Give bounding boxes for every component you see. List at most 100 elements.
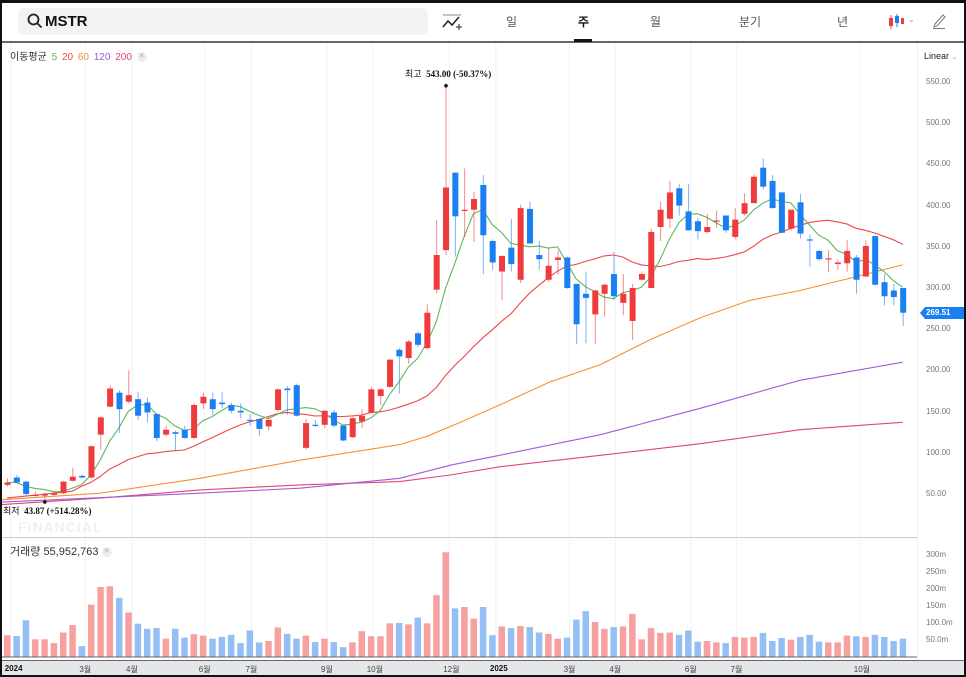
scale-mode-select[interactable]: Linear ⌄: [924, 51, 957, 61]
volume-bar: [722, 643, 729, 657]
volume-bar: [825, 642, 832, 657]
candle-body: [722, 215, 729, 231]
candle-body: [648, 231, 655, 288]
candle-body: [60, 481, 67, 494]
pencil-icon[interactable]: [932, 13, 946, 29]
candle-body: [900, 288, 907, 313]
candle-body: [443, 187, 450, 251]
tab-year[interactable]: 년: [837, 15, 849, 29]
volume-bar: [106, 586, 114, 657]
volume-bar: [853, 636, 860, 657]
price-tick-label: 200.00: [926, 365, 951, 375]
close-icon[interactable]: ✕: [101, 547, 112, 558]
tab-day[interactable]: 일: [506, 15, 518, 29]
volume-bar: [218, 636, 226, 657]
candle-body: [424, 312, 431, 349]
volume-bar: [601, 628, 608, 657]
price-tick-label: 150.00: [926, 406, 951, 416]
price-axis-divider: [917, 43, 918, 660]
price-tick-label: 550.00: [926, 77, 951, 86]
candle-body: [303, 423, 310, 448]
candle-body: [825, 258, 832, 260]
volume-bar: [610, 627, 617, 657]
candle-body: [629, 288, 636, 321]
indicator-add-icon[interactable]: [442, 13, 462, 31]
candle-body: [816, 250, 823, 260]
candle-body: [526, 208, 533, 244]
chevron-down-icon: ⌄: [951, 54, 958, 61]
volume-bar: [190, 634, 198, 657]
candle-body: [732, 219, 739, 237]
candle-body: [228, 405, 235, 411]
time-tick-label: 12월: [443, 665, 460, 674]
close-icon[interactable]: ✕: [136, 52, 147, 63]
volume-bar: [69, 625, 76, 657]
time-tick-label: 3월: [563, 665, 576, 674]
candle-body: [13, 477, 20, 483]
volume-bar: [843, 635, 851, 657]
tab-week[interactable]: 주: [578, 15, 590, 29]
volume-bar: [759, 632, 767, 657]
ma-20: 20: [61, 52, 74, 63]
volume-bar: [703, 641, 711, 657]
volume-bar: [694, 641, 701, 657]
tab-month[interactable]: 월: [650, 15, 662, 29]
candle-body: [844, 250, 851, 264]
volume-bar: [237, 643, 244, 657]
price-chart[interactable]: [2, 3, 964, 675]
candle-body: [237, 410, 244, 413]
volume-bar: [367, 636, 375, 657]
candle-body: [554, 257, 561, 260]
candle-body: [471, 199, 477, 210]
candle-body: [480, 185, 487, 236]
candle-body: [862, 245, 869, 277]
volume-bar: [591, 621, 599, 657]
candle-body: [508, 247, 515, 265]
moving-average-legend: 이동평균 5 20 60 120 200 ✕: [10, 48, 149, 63]
pane-divider[interactable]: [2, 537, 917, 538]
candle-body: [97, 417, 104, 435]
price-tick-label: 50.00: [926, 489, 947, 498]
volume-bar: [31, 639, 39, 657]
price-tick-label: 250.00: [926, 324, 951, 334]
high-value: 543.00 (-50.37%): [426, 69, 492, 79]
time-tick-label: 6월: [198, 665, 211, 674]
volume-bar: [209, 638, 216, 657]
volume-bar: [13, 635, 20, 657]
candle-body: [461, 209, 468, 211]
volume-bar: [125, 612, 132, 657]
time-tick-label: 2024: [4, 664, 23, 673]
volume-bar: [498, 626, 505, 657]
volume-bar: [330, 642, 338, 657]
candle-body: [498, 255, 505, 272]
candle-body: [415, 333, 422, 345]
volume-bar: [666, 632, 673, 657]
tab-quarter[interactable]: 분기: [739, 15, 762, 29]
volume-bar: [741, 637, 748, 657]
ma20-line: [6, 219, 903, 499]
candle-body: [890, 290, 897, 298]
candle-body: [4, 482, 11, 485]
candle-body: [181, 429, 188, 438]
stock-chart-window: MSTR 일 주 월 분기 년 ⌄ 이동평균 5 20 60 120 200 ✕…: [2, 3, 964, 675]
price-tick-label: 450.00: [926, 159, 951, 169]
chevron-down-icon[interactable]: ⌄: [908, 15, 915, 24]
volume-bar: [647, 628, 655, 657]
volume-bar: [479, 607, 487, 657]
price-tick-label: 350.00: [926, 241, 951, 251]
volume-bar: [395, 623, 403, 657]
volume-tick-label: 100.0m: [926, 618, 953, 627]
volume-bar: [405, 624, 412, 657]
candle-body: [881, 282, 888, 297]
volume-bar: [377, 636, 384, 657]
volume-bar: [451, 608, 459, 657]
candle-body: [79, 475, 86, 478]
candle-type-icon[interactable]: [888, 14, 904, 30]
volume-bar: [293, 638, 300, 657]
volume-bar: [87, 604, 95, 657]
time-axis[interactable]: 2024 3월 4월 6월 7월 9월 10월 12월 2025 3월 4월 6월 7월 10월: [2, 660, 964, 675]
volume-legend: 거래량 55,952,763 ✕: [10, 543, 112, 559]
volume-bar: [806, 634, 813, 657]
candle-body: [275, 389, 282, 410]
search-input[interactable]: MSTR: [18, 8, 428, 35]
